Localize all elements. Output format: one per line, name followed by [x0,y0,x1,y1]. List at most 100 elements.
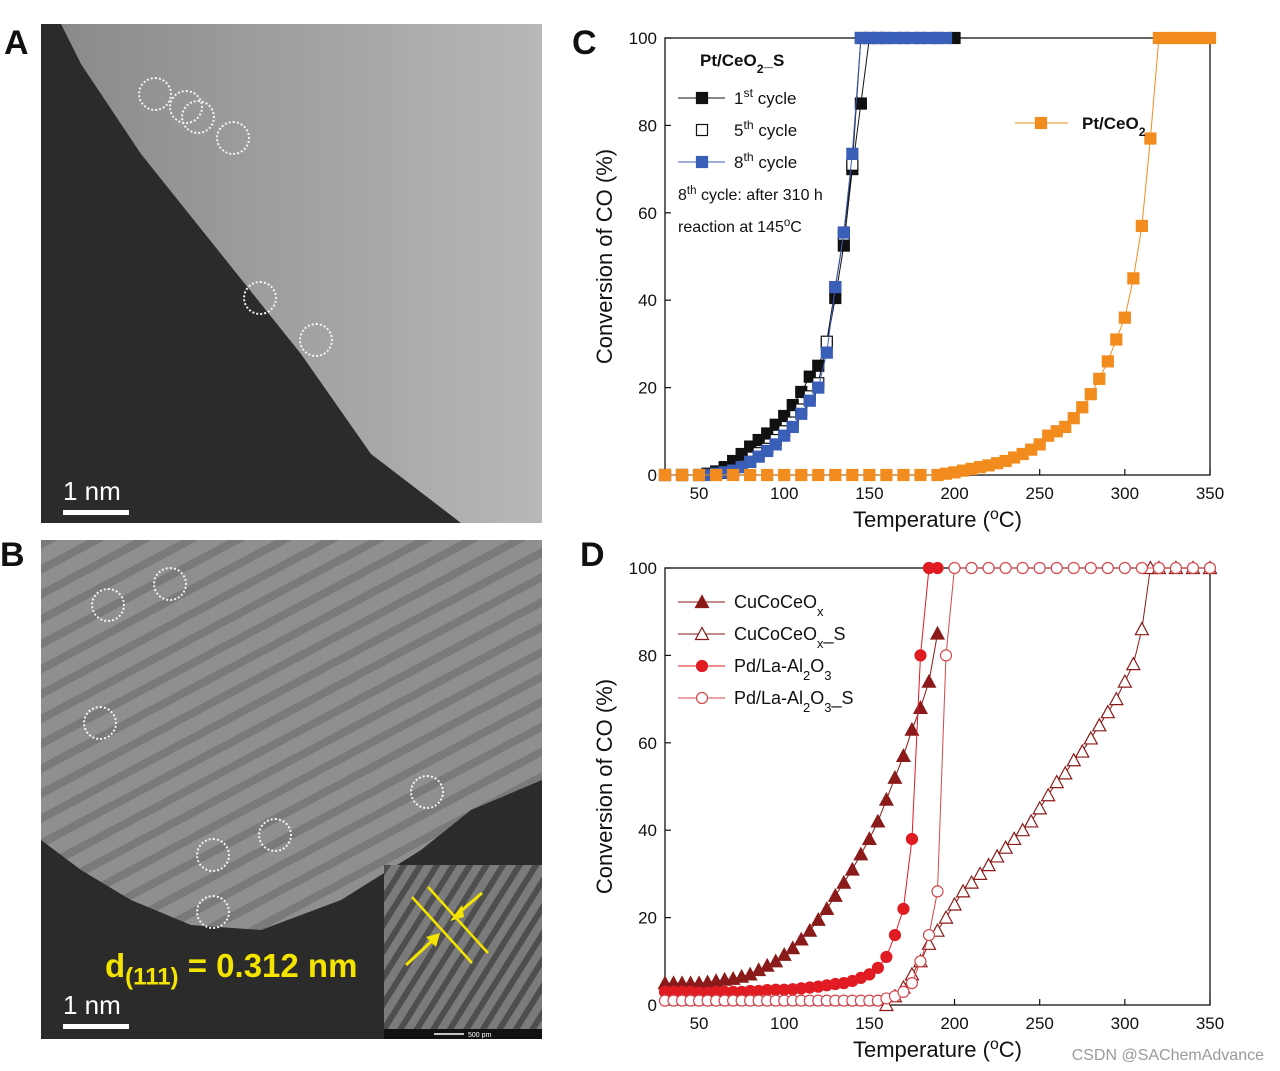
data-point [972,866,988,880]
x-tick-label: 300 [1111,1014,1139,1033]
data-point [1084,388,1097,401]
legend-marker [695,91,709,105]
micrograph-a-image [41,24,542,523]
x-tick-label: 200 [940,484,968,503]
micrograph-b: 500 pm d(111) = 0.312 nm 1 nm [41,540,542,1039]
atom-circle [138,77,172,111]
data-point [897,468,910,482]
data-point [871,961,884,974]
data-point [1074,743,1090,758]
y-tick-label: 0 [648,996,657,1015]
legend-label: Pd/La-Al2O3 [734,656,832,683]
inset-scale-label: 500 pm [468,1032,492,1039]
data-point [1016,561,1029,575]
data-point [878,791,894,806]
data-point [1134,621,1150,636]
data-point [931,561,944,575]
data-point [727,468,740,482]
data-point [863,968,876,981]
data-point [880,468,893,482]
data-point [939,31,953,45]
y-tick-label: 40 [638,291,657,310]
data-point [887,770,903,784]
data-point [1135,561,1148,575]
data-point [820,346,833,359]
data-point [812,468,825,482]
y-tick-label: 80 [638,646,657,665]
data-point [658,468,672,482]
plot-frame [664,37,1211,476]
data-point [905,832,919,846]
data-point [795,407,808,420]
data-point [1169,561,1183,575]
data-point [778,409,791,423]
data-point [844,861,860,876]
atom-circle [196,895,230,929]
data-point [1040,787,1056,802]
d-label-value: = 0.312 nm [178,947,358,984]
data-point [897,902,910,915]
data-point [829,468,842,482]
legend-label: 5th cycle [734,118,797,140]
data-point [939,649,953,662]
data-point [837,239,850,252]
data-point [846,468,859,482]
data-point [1110,333,1123,346]
data-point [1067,561,1080,575]
panel-d-letter: D [580,536,605,574]
data-point [810,912,826,926]
y-axis-label: Conversion of CO (%) [592,679,617,894]
legend-marker [1034,116,1048,130]
x-tick-label: 250 [1026,484,1054,503]
data-point [1093,372,1106,385]
x-axis-label: Temperature (oC) [853,506,1022,533]
chart-d: 50 100 150 200 250 300 350 0 20 40 60 80 100 Temperat… [592,559,1224,1062]
hrtem-inset-image: 500 pm [384,865,542,1039]
data-point [1084,561,1097,575]
data-point [1076,401,1089,414]
annotation-line-1: 8th cycle: after 310 h [678,185,823,204]
data-point [761,468,774,482]
x-tick-label: 100 [770,484,798,503]
series-3 [658,31,1217,482]
atom-circle [196,838,230,872]
legend-marker [694,594,710,609]
legend-marker [695,691,709,705]
data-point [955,883,971,898]
data-point [1006,831,1022,846]
data-point [1101,355,1114,368]
data-point [1117,673,1133,688]
data-point [846,158,859,171]
data-point [1101,561,1114,575]
scale-label-b: 1 nm [63,990,121,1020]
series-1 [878,560,1218,1012]
y-tick-label: 20 [638,379,657,398]
data-point [948,561,961,575]
data-point [1127,272,1140,285]
data-point [1050,561,1063,575]
data-point [837,226,850,239]
data-point [803,394,816,407]
panel-a-letter: A [4,24,29,62]
panel-b-letter: B [0,536,25,574]
data-point [982,561,995,575]
data-point [1144,132,1157,145]
scale-label-a: 1 nm [63,476,121,506]
data-point [846,147,859,160]
legend-marker [695,659,709,673]
data-point [1049,774,1065,789]
data-point [922,928,936,942]
data-point [744,468,757,482]
x-tick-label: 200 [940,1014,968,1033]
data-point [769,438,782,451]
data-point [861,831,877,846]
data-point [812,381,825,394]
data-point [709,468,723,482]
data-point [912,700,928,714]
scale-bar-a [63,510,129,515]
series-line [665,37,1210,476]
data-point [778,429,791,442]
data-point [820,335,833,348]
data-point [1015,822,1031,837]
data-point [692,468,706,482]
